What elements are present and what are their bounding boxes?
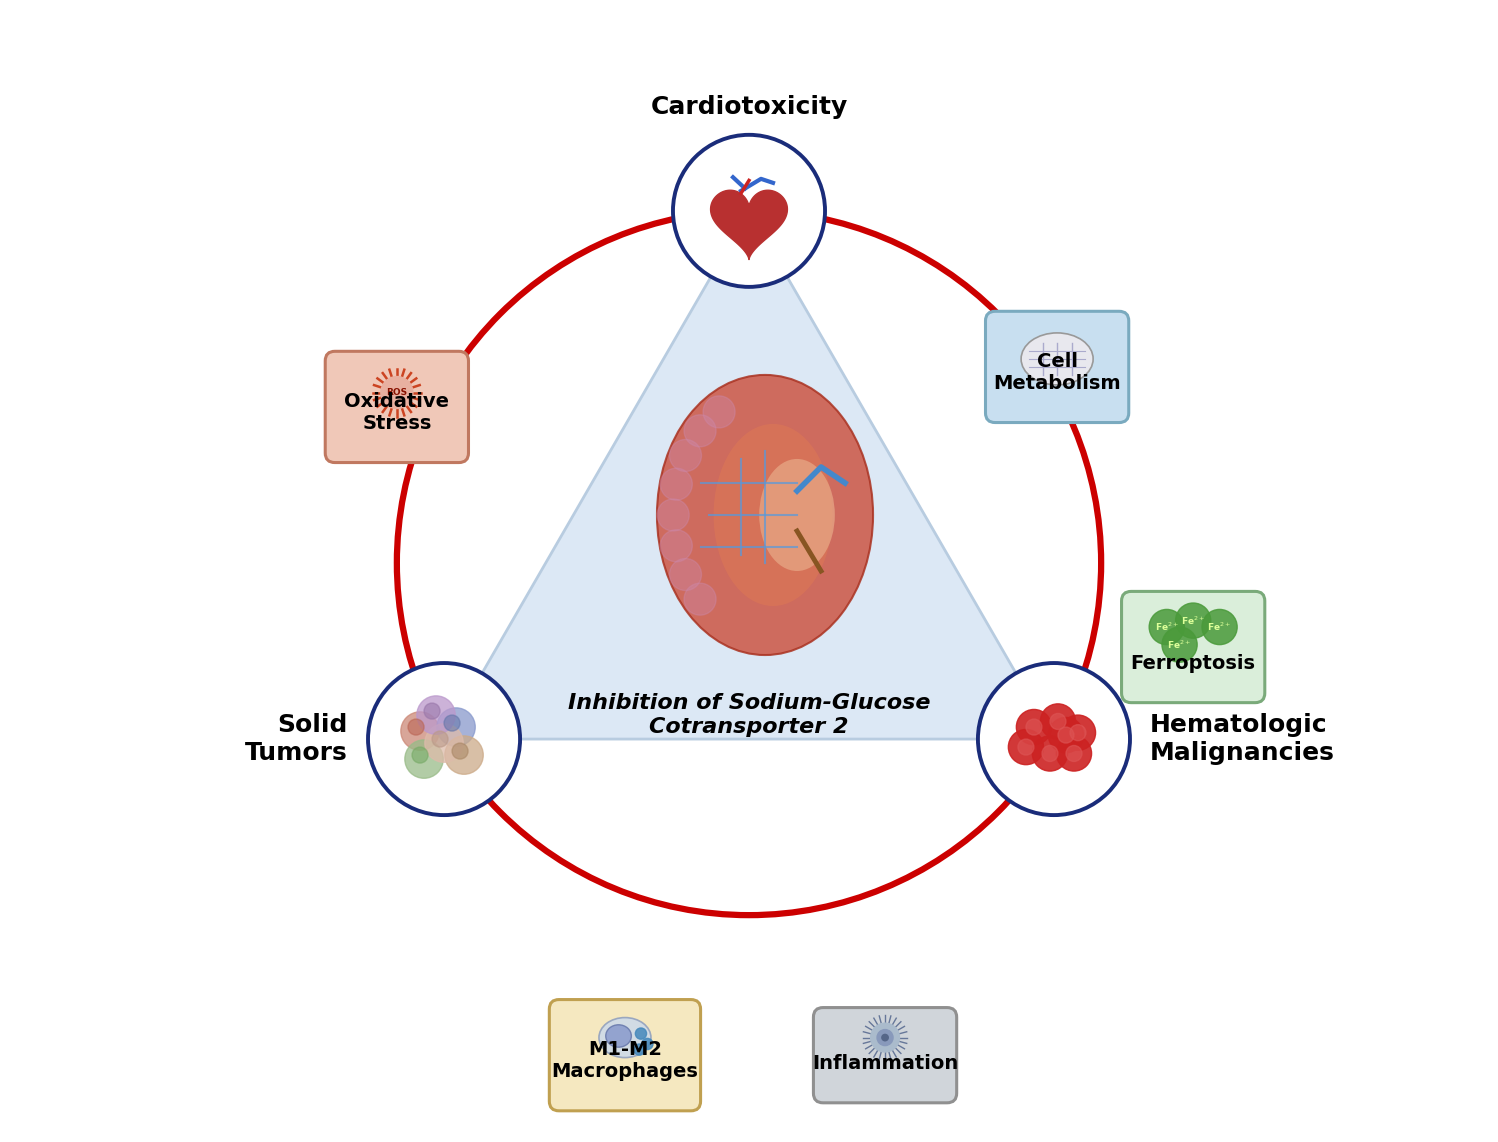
Circle shape (673, 135, 825, 287)
Circle shape (1061, 715, 1095, 750)
Circle shape (634, 1044, 646, 1055)
Circle shape (1050, 714, 1067, 730)
Circle shape (661, 468, 692, 500)
Ellipse shape (759, 459, 834, 571)
Circle shape (978, 664, 1129, 815)
Text: Cell
Metabolism: Cell Metabolism (993, 352, 1121, 393)
Circle shape (1049, 717, 1083, 753)
Circle shape (425, 724, 463, 762)
Text: Fe$^{2+}$: Fe$^{2+}$ (1167, 638, 1192, 651)
Circle shape (685, 584, 716, 616)
Circle shape (1040, 703, 1076, 739)
Text: Solid
Tumors: Solid Tumors (246, 713, 348, 765)
Circle shape (412, 747, 428, 763)
Circle shape (380, 377, 413, 409)
Circle shape (1043, 746, 1058, 762)
Circle shape (1032, 735, 1068, 771)
Circle shape (443, 715, 460, 731)
Circle shape (1162, 627, 1197, 662)
Circle shape (1056, 735, 1092, 771)
Circle shape (1058, 727, 1074, 743)
Circle shape (661, 530, 692, 562)
Circle shape (1008, 730, 1044, 765)
Circle shape (670, 558, 701, 590)
Circle shape (424, 703, 440, 719)
Ellipse shape (1022, 333, 1094, 385)
Text: Fe$^{2+}$: Fe$^{2+}$ (1207, 621, 1231, 633)
Circle shape (431, 731, 448, 747)
Circle shape (416, 695, 455, 734)
Circle shape (437, 708, 475, 746)
Text: ROS: ROS (386, 388, 407, 397)
FancyBboxPatch shape (813, 1007, 957, 1103)
Ellipse shape (713, 424, 833, 606)
Circle shape (876, 1030, 893, 1046)
Polygon shape (443, 211, 1055, 739)
Text: Hematologic
Malignancies: Hematologic Malignancies (1150, 713, 1335, 765)
Circle shape (452, 743, 467, 759)
Circle shape (1026, 719, 1043, 735)
Circle shape (1016, 709, 1052, 745)
Circle shape (670, 440, 701, 472)
Circle shape (685, 415, 716, 447)
FancyBboxPatch shape (325, 352, 469, 463)
Circle shape (1067, 746, 1082, 762)
Text: Cardiotoxicity: Cardiotoxicity (650, 95, 848, 119)
Circle shape (635, 1028, 647, 1039)
Circle shape (1019, 739, 1034, 755)
Text: M1-M2
Macrophages: M1-M2 Macrophages (551, 1040, 698, 1081)
Text: Oxidative
Stress: Oxidative Stress (345, 392, 449, 433)
Circle shape (641, 1038, 653, 1049)
Circle shape (369, 664, 520, 815)
FancyBboxPatch shape (550, 999, 701, 1111)
Circle shape (401, 711, 439, 750)
Text: Ferroptosis: Ferroptosis (1131, 654, 1255, 673)
Circle shape (703, 396, 736, 428)
Circle shape (404, 740, 443, 779)
FancyBboxPatch shape (1122, 592, 1264, 702)
Text: Inflammation: Inflammation (812, 1054, 959, 1073)
Text: Fe$^{2+}$: Fe$^{2+}$ (1180, 614, 1206, 627)
Ellipse shape (605, 1024, 631, 1047)
Circle shape (870, 1023, 899, 1052)
Ellipse shape (599, 1018, 652, 1057)
Text: Fe$^{2+}$: Fe$^{2+}$ (1155, 621, 1179, 633)
Ellipse shape (658, 375, 873, 656)
Circle shape (407, 719, 424, 735)
Circle shape (658, 499, 689, 531)
Circle shape (882, 1035, 888, 1040)
Circle shape (1201, 610, 1237, 644)
Circle shape (445, 735, 484, 774)
Circle shape (1149, 610, 1185, 644)
Circle shape (1176, 603, 1210, 638)
Circle shape (1070, 725, 1086, 741)
FancyBboxPatch shape (986, 312, 1129, 423)
Polygon shape (710, 191, 788, 259)
Text: Inhibition of Sodium-Glucose
Cotransporter 2: Inhibition of Sodium-Glucose Cotransport… (568, 693, 930, 737)
